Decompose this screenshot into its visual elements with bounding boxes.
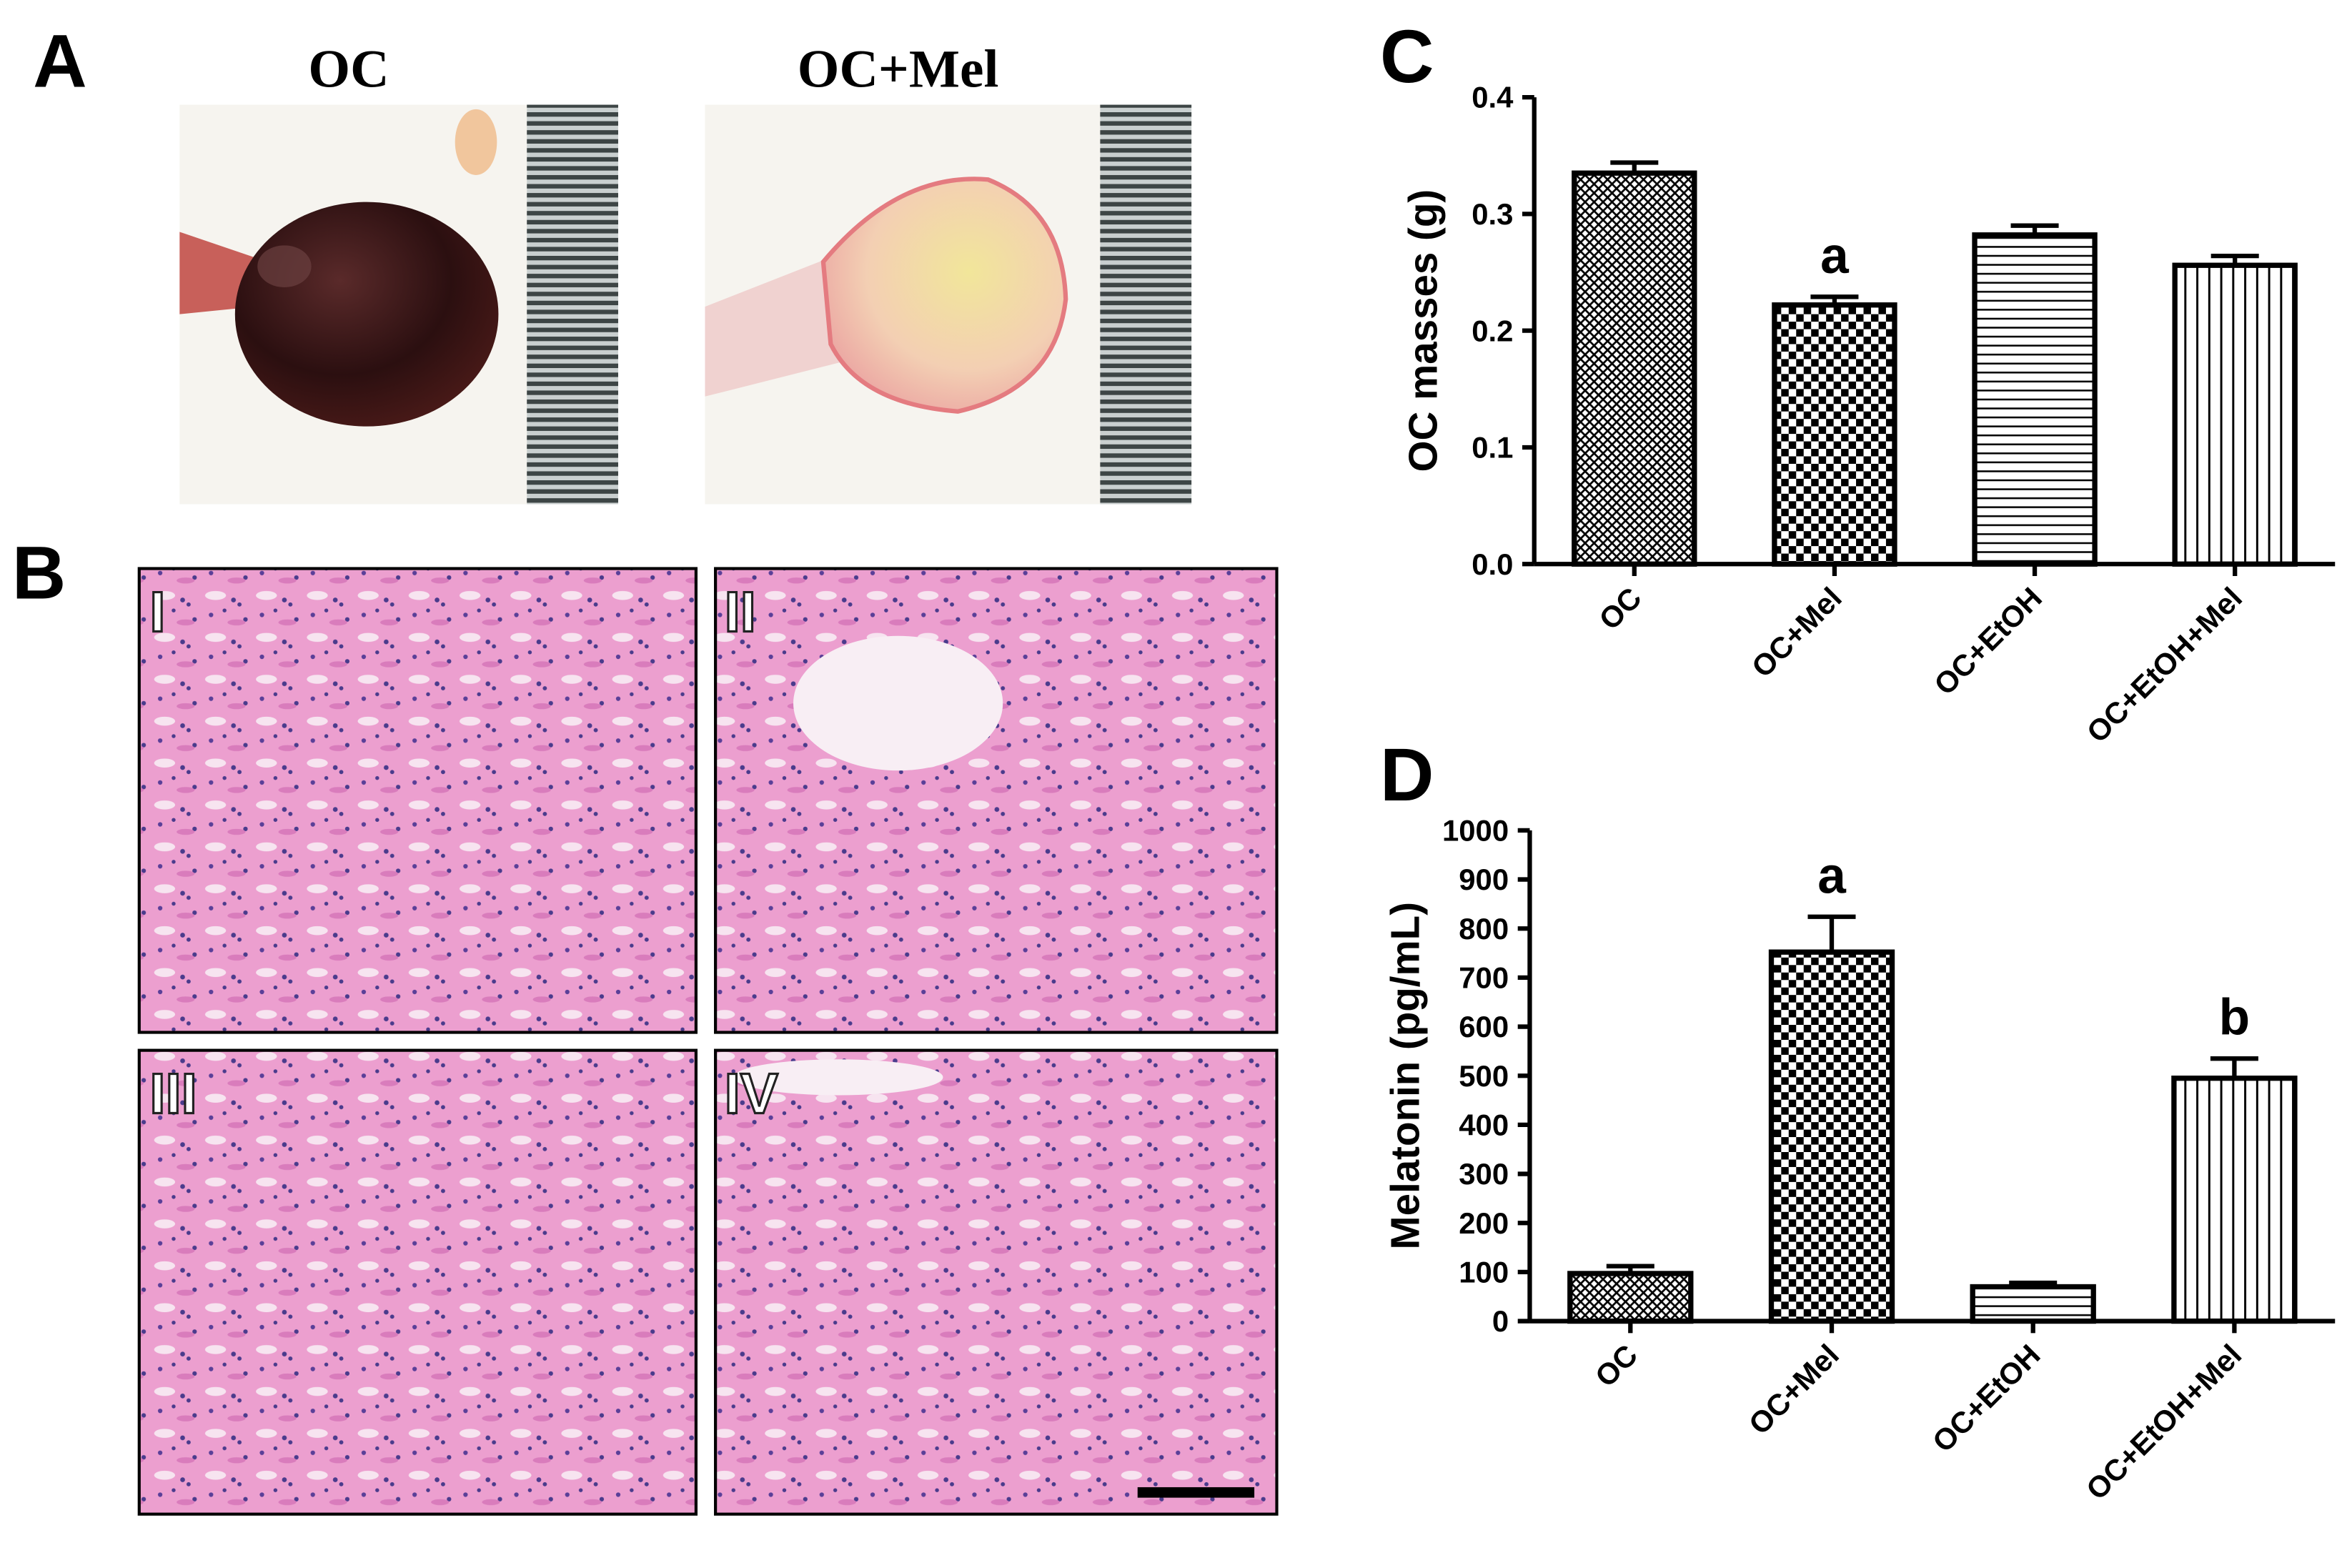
- y-axis-label: Melatonin (pg/mL): [1382, 902, 1427, 1249]
- y-tick-label: 0: [1492, 1304, 1509, 1338]
- y-tick-label: 0.2: [1472, 314, 1513, 347]
- histology-label: II: [725, 580, 756, 643]
- histology-image: [137, 567, 698, 1034]
- annotation: b: [2219, 990, 2250, 1046]
- bar: [1970, 1284, 2096, 1324]
- y-tick-label: 900: [1459, 863, 1509, 896]
- histology-image: [137, 1048, 698, 1516]
- photo: [179, 104, 618, 505]
- x-tick-label: OC: [1589, 1338, 1644, 1394]
- y-tick-label: 100: [1459, 1256, 1509, 1289]
- panel-label: D: [1380, 733, 1434, 817]
- bar: [1572, 170, 1697, 567]
- x-tick-label: OC+EtOH+Mel: [2080, 1338, 2248, 1506]
- scale-bar: [1137, 1487, 1255, 1498]
- y-tick-label: 600: [1459, 1010, 1509, 1043]
- bar: [1772, 302, 1897, 567]
- histology-image: [714, 1048, 1279, 1516]
- histology-label: III: [149, 1062, 197, 1126]
- panel-label: A: [33, 19, 87, 103]
- panel-label: C: [1380, 15, 1434, 99]
- x-tick-label: OC+EtOH: [1927, 581, 2048, 702]
- x-tick-label: OC+Mel: [1745, 581, 1848, 684]
- y-tick-label: 1000: [1442, 814, 1509, 848]
- y-tick-label: 300: [1459, 1157, 1509, 1191]
- annotation: a: [1817, 848, 1847, 904]
- x-tick-label: OC: [1592, 581, 1648, 637]
- x-tick-label: OC+EtOH: [1926, 1338, 2047, 1459]
- y-tick-label: 0.0: [1472, 547, 1513, 581]
- y-tick-label: 800: [1459, 912, 1509, 946]
- bar: [2172, 262, 2298, 567]
- y-axis-label: OC masses (g): [1401, 189, 1446, 472]
- bar: [2171, 1076, 2298, 1324]
- y-tick-label: 0.1: [1472, 431, 1513, 465]
- y-tick-label: 500: [1459, 1059, 1509, 1093]
- y-tick-label: 700: [1459, 961, 1509, 995]
- photo-label: OC+Mel: [798, 39, 999, 99]
- annotation: a: [1820, 228, 1850, 284]
- bar: [1768, 949, 1895, 1324]
- x-tick-label: OC+Mel: [1742, 1338, 1845, 1441]
- panel-label: B: [12, 531, 66, 615]
- y-tick-label: 0.3: [1472, 197, 1513, 231]
- photo: [705, 104, 1192, 505]
- bar: [1567, 1271, 1694, 1324]
- y-tick-label: 0.4: [1472, 81, 1514, 114]
- histology-label: IV: [725, 1062, 778, 1126]
- x-tick-label: OC+EtOH+Mel: [2080, 581, 2249, 749]
- y-tick-label: 200: [1459, 1206, 1509, 1240]
- photo-label: OC: [308, 39, 389, 99]
- y-tick-label: 400: [1459, 1108, 1509, 1142]
- histology-label: I: [149, 580, 165, 643]
- histology-image: [714, 567, 1279, 1034]
- bar: [1972, 232, 2098, 567]
